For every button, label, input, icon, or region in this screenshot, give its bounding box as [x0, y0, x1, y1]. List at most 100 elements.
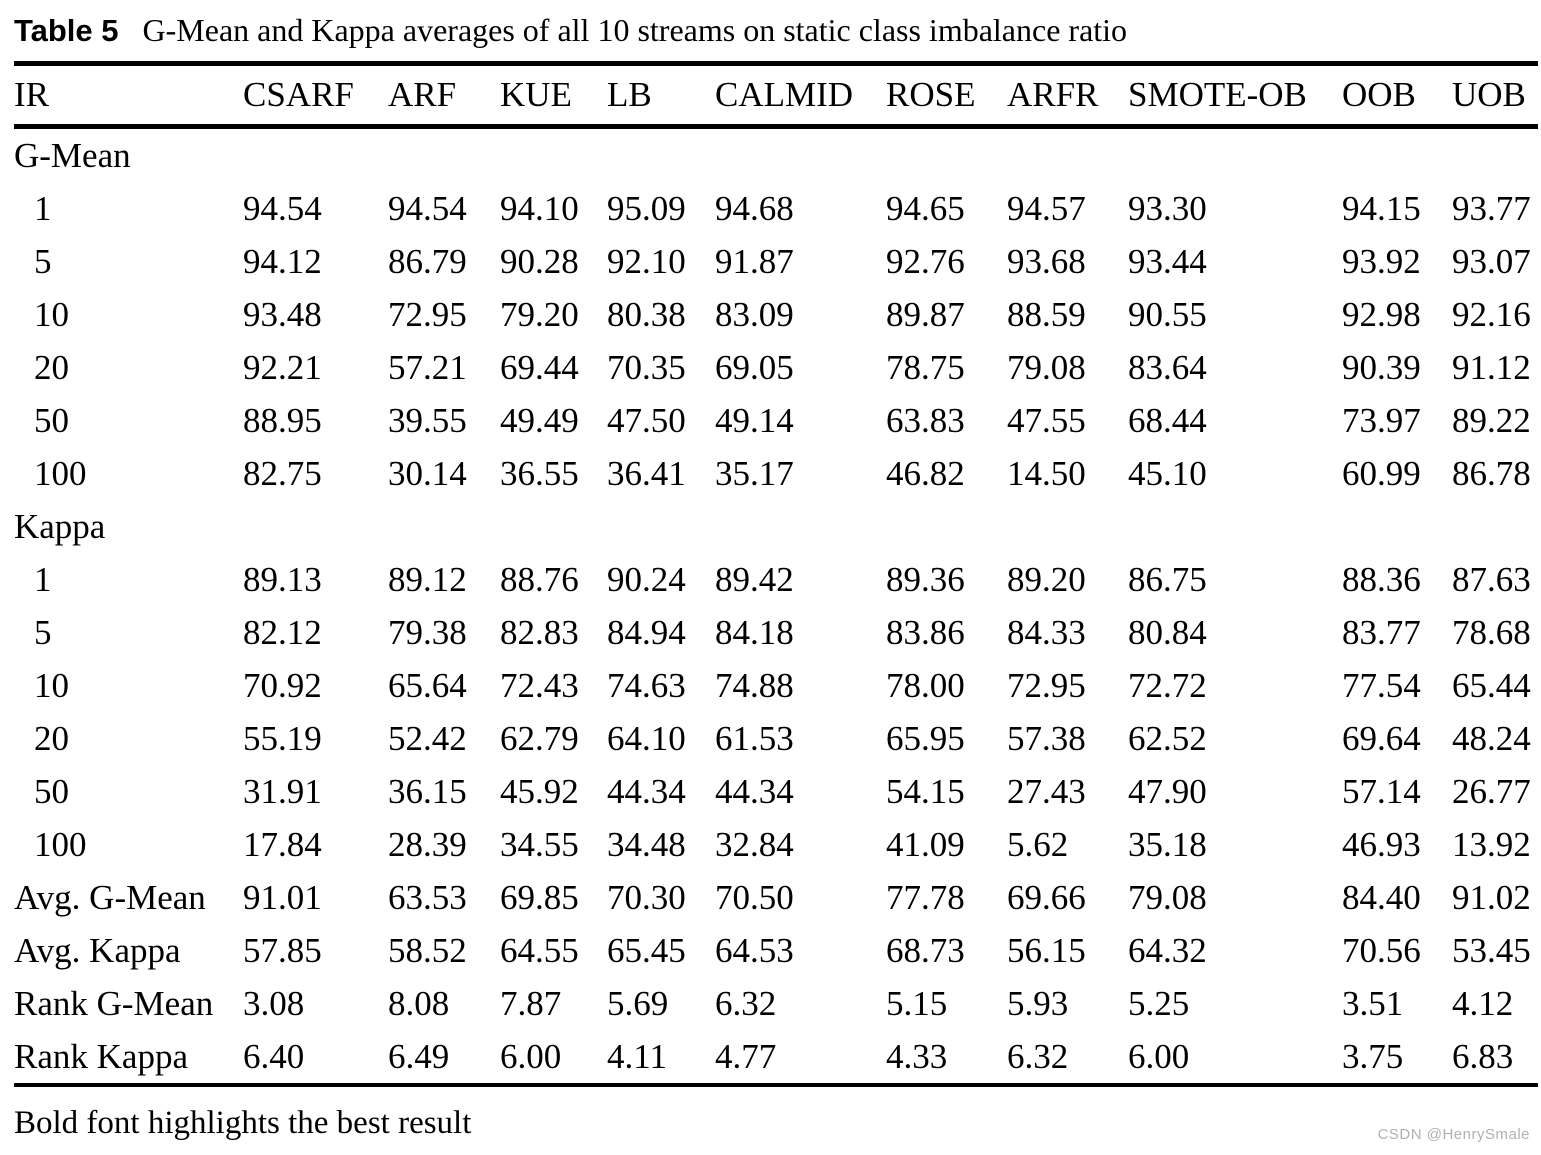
value-cell: 6.40	[243, 1036, 305, 1076]
value-cell: 89.12	[388, 559, 467, 599]
value-cell: 49.49	[500, 400, 579, 440]
value-cell: 74.88	[715, 665, 794, 705]
value-cell: 34.48	[607, 824, 686, 864]
section-label: Kappa	[14, 506, 106, 546]
value-cell: 78.00	[886, 665, 965, 705]
value-cell: 82.75	[243, 453, 322, 493]
value-cell: 64.10	[607, 718, 686, 758]
value-cell: 68.44	[1128, 400, 1207, 440]
value-cell: 90.24	[607, 559, 686, 599]
ir-cell: 1	[14, 182, 243, 235]
value-cell: 80.38	[607, 294, 686, 334]
value-cell: 92.76	[886, 241, 965, 281]
value-cell: 46.93	[1342, 824, 1421, 864]
value-cell: 93.68	[1007, 241, 1086, 281]
value-cell: 77.78	[886, 877, 965, 917]
value-cell: 64.55	[500, 930, 579, 970]
value-cell: 86.79	[388, 241, 467, 281]
value-cell: 4.11	[607, 1036, 667, 1076]
table-row: 100 17.84 28.39 34.55 34.48 32.84 41.09 5.62 35.…	[14, 818, 1538, 871]
value-cell: 94.54	[243, 188, 322, 228]
value-cell: 36.41	[607, 453, 686, 493]
ir-value: 50	[34, 400, 69, 440]
value-cell: 79.08	[1007, 347, 1086, 387]
value-cell: 91.87	[715, 241, 794, 281]
value-cell: 74.63	[607, 665, 686, 705]
value-cell: 89.20	[1007, 559, 1086, 599]
value-cell: 72.95	[1007, 665, 1086, 705]
value-cell: 3.51	[1342, 983, 1404, 1023]
table-row: 10 93.48 72.95 79.20 80.38 83.09 89.87 88.59 90.…	[14, 288, 1538, 341]
value-cell: 69.66	[1007, 877, 1086, 917]
value-cell: 91.02	[1452, 877, 1531, 917]
value-cell: 79.38	[388, 612, 467, 652]
value-cell: 80.84	[1128, 612, 1207, 652]
value-cell: 72.95	[388, 294, 467, 334]
value-cell: 3.08	[243, 983, 305, 1023]
value-cell: 94.10	[500, 188, 579, 228]
value-cell: 7.87	[500, 983, 562, 1023]
value-cell: 86.75	[1128, 559, 1207, 599]
value-cell: 45.10	[1128, 453, 1207, 493]
value-cell: 36.15	[388, 771, 467, 811]
summary-label: Rank Kappa	[14, 1036, 188, 1076]
ir-cell: 50	[14, 765, 243, 818]
value-cell: 69.44	[500, 347, 579, 387]
summary-row: Avg. G-Mean 91.01 63.53 69.85 70.30 70.50 77.7…	[14, 871, 1538, 924]
summary-label: Avg. Kappa	[14, 930, 181, 970]
table-row: 5 94.12 86.79 90.28 92.10 91.87 92.76 93.68 93.4…	[14, 235, 1538, 288]
value-cell: 49.14	[715, 400, 794, 440]
value-cell: 94.65	[886, 188, 965, 228]
value-cell: 91.01	[243, 877, 322, 917]
value-cell: 58.52	[388, 930, 467, 970]
value-cell: 86.78	[1452, 453, 1531, 493]
value-cell: 52.42	[388, 718, 467, 758]
ir-cell: 20	[14, 341, 243, 394]
value-cell: 64.53	[715, 930, 794, 970]
column-header-rose: ROSE	[886, 63, 1007, 129]
value-cell: 4.33	[886, 1036, 948, 1076]
table-caption-text: G-Mean and Kappa averages of all 10 stre…	[142, 12, 1128, 48]
value-cell: 65.64	[388, 665, 467, 705]
value-cell: 82.12	[243, 612, 322, 652]
ir-cell: 100	[14, 447, 243, 500]
column-header-oob: OOB	[1342, 63, 1452, 129]
table-row: 1 94.54 94.54 94.10 95.09 94.68 94.65 94.57 93.3…	[14, 182, 1538, 235]
value-cell: 26.77	[1452, 771, 1531, 811]
value-cell: 94.57	[1007, 188, 1086, 228]
value-cell: 41.09	[886, 824, 965, 864]
value-cell: 5.15	[886, 983, 948, 1023]
value-cell: 57.38	[1007, 718, 1086, 758]
value-cell: 65.95	[886, 718, 965, 758]
value-cell: 64.32	[1128, 930, 1207, 970]
value-cell: 35.17	[715, 453, 794, 493]
value-cell: 44.34	[715, 771, 794, 811]
value-cell: 95.09	[607, 188, 686, 228]
column-header-ir: IR	[14, 63, 243, 129]
table-row: 10 70.92 65.64 72.43 74.63 74.88 78.00 72.95 72.…	[14, 659, 1538, 712]
table-row: 5 82.12 79.38 82.83 84.94 84.18 83.86 84.33 80.8…	[14, 606, 1538, 659]
value-cell: 5.25	[1128, 983, 1190, 1023]
value-cell: 93.07	[1452, 241, 1531, 281]
value-cell: 47.55	[1007, 400, 1086, 440]
column-header-smote-ob: SMOTE-OB	[1128, 63, 1342, 129]
ir-value: 20	[34, 718, 69, 758]
value-cell: 89.13	[243, 559, 322, 599]
value-cell: 72.72	[1128, 665, 1207, 705]
value-cell: 78.75	[886, 347, 965, 387]
value-cell: 70.30	[607, 877, 686, 917]
value-cell: 78.68	[1452, 612, 1531, 652]
value-cell: 17.84	[243, 824, 322, 864]
value-cell: 5.93	[1007, 983, 1069, 1023]
value-cell: 4.12	[1452, 983, 1514, 1023]
value-cell: 13.92	[1452, 824, 1531, 864]
ir-value: 100	[34, 824, 87, 864]
value-cell: 34.55	[500, 824, 579, 864]
column-header-lb: LB	[607, 63, 715, 129]
value-cell: 92.98	[1342, 294, 1421, 334]
table-footnote: Bold font highlights the best result	[14, 1105, 472, 1141]
column-header-uob: UOB	[1452, 63, 1538, 129]
value-cell: 63.83	[886, 400, 965, 440]
value-cell: 92.10	[607, 241, 686, 281]
